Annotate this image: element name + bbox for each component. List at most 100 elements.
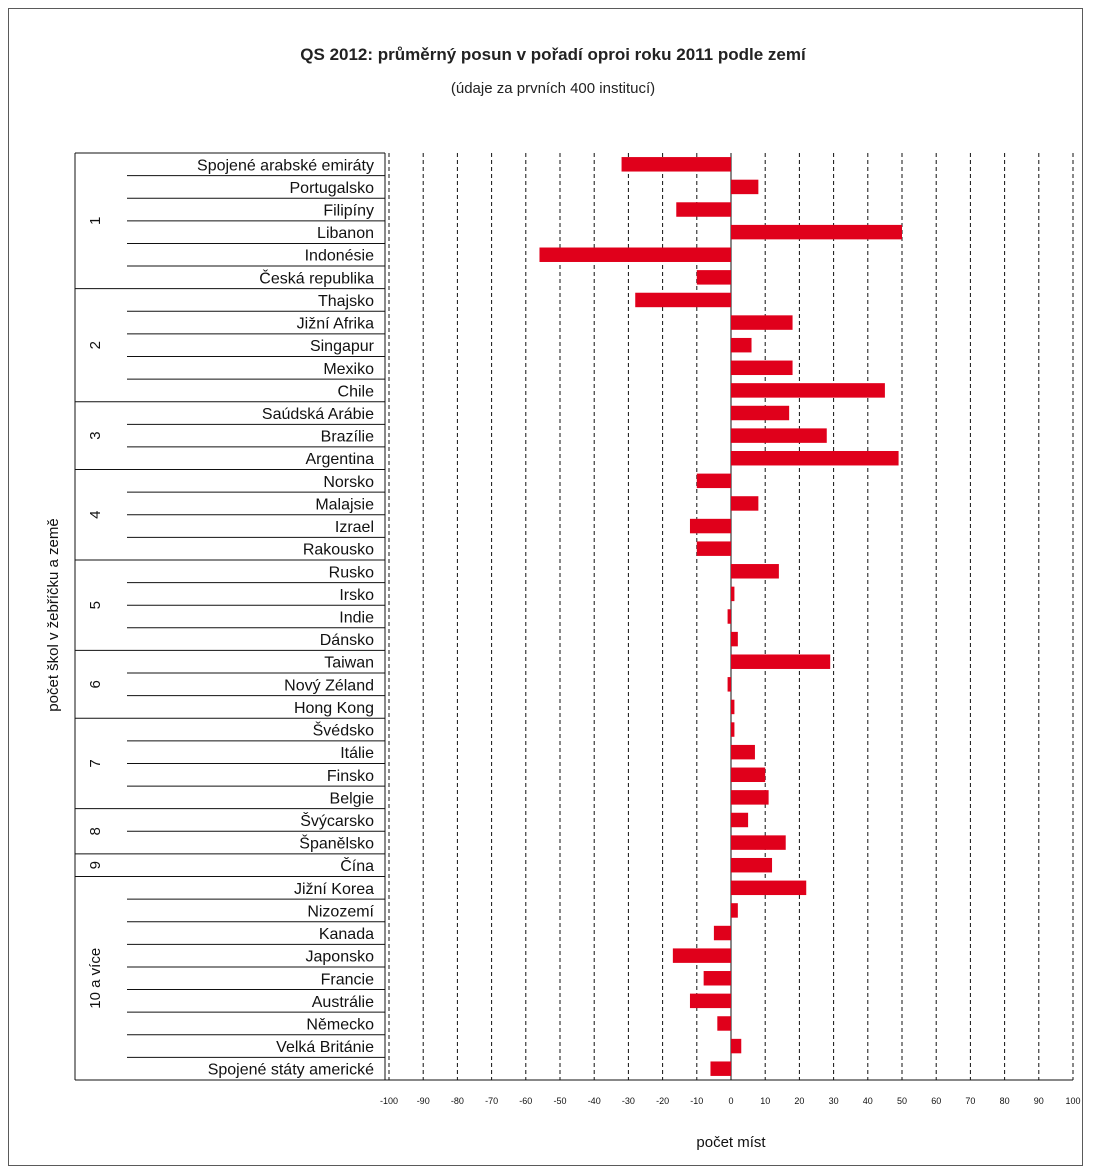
bar [731,224,902,240]
bar [703,971,731,986]
x-tick-label: 50 [897,1096,907,1106]
bar [672,948,731,963]
bar [731,767,766,783]
bar [731,1038,742,1054]
x-tick-label: -20 [656,1096,669,1106]
category-label: Dánsko [320,632,374,649]
x-tick-label: 40 [863,1096,873,1106]
x-tick-label: 90 [1034,1096,1044,1106]
category-label: Taiwan [324,655,374,672]
group-label: 6 [87,680,104,688]
category-label: Švýcarsko [300,811,374,830]
category-label: Nizozemí [307,903,374,920]
bar [731,405,790,421]
category-label: Německo [306,1016,374,1033]
category-label: Belgie [330,790,375,807]
x-tick-label: -30 [622,1096,635,1106]
category-label: Portugalsko [290,180,375,197]
bar [710,1061,731,1076]
x-tick-label: 30 [829,1096,839,1106]
bar [713,925,731,941]
x-tick-label: 10 [760,1096,770,1106]
bar [727,677,731,692]
bar [731,722,735,737]
bar [696,541,731,556]
category-label: Kanada [319,926,374,943]
category-label: Filipíny [323,203,374,220]
category-label: Čína [340,856,374,875]
category-label: Brazílie [321,429,374,446]
category-label: Malajsie [315,496,374,513]
category-label: Libanon [317,225,374,242]
bar [676,202,731,217]
x-tick-label: 0 [728,1096,733,1106]
group-label: 9 [87,861,104,869]
chart-title: QS 2012: průměrný posun v pořadí oproi r… [300,45,807,64]
category-label: Indie [339,610,374,627]
x-tick-labels: -100 -90 -80 -70 -60 -50 -40 -30 -20 -10 0 10 20 30 40… [380,1096,1081,1106]
group-label: 10 a více [87,948,104,1009]
group-label: 2 [87,341,104,349]
category-label: Švédsko [313,721,374,740]
category-label: Rusko [329,564,374,581]
x-tick-label: -80 [451,1096,464,1106]
bar [539,247,731,262]
bar [731,835,786,850]
bar [731,857,773,873]
category-label: Singapur [310,338,375,355]
bar [731,337,752,353]
bar [731,880,807,896]
category-label: Saúdská Arábie [262,406,374,423]
group-label: 1 [87,217,104,225]
bar [731,564,779,579]
category-label: Finsko [327,768,374,785]
x-tick-label: -90 [417,1096,430,1106]
bar [731,744,755,760]
bar [689,993,731,1009]
bar [731,586,735,602]
bar [635,292,731,308]
bar [727,609,731,624]
x-tick-label: -40 [588,1096,601,1106]
bar [696,270,731,285]
category-label: Japonsko [306,949,375,966]
group-labels: 1 2 3 4 5 6 7 8 9 10 a více [87,217,104,1009]
category-label: Rakousko [303,542,374,559]
bar [731,790,769,805]
x-tick-label: -100 [380,1096,398,1106]
category-label: Nový Zéland [284,677,374,694]
chart-frame [8,8,1083,1166]
bar [731,450,899,466]
x-tick-label: 60 [931,1096,941,1106]
bar [731,631,738,647]
group-label: 3 [87,431,104,439]
axis-structure [74,152,1073,1081]
x-tick-label: 20 [794,1096,804,1106]
bar-series [539,157,902,1076]
category-label: Irsko [339,587,374,604]
group-label: 5 [87,601,104,609]
category-label: Hong Kong [294,700,374,717]
bar [731,360,793,376]
category-label: Indonésie [305,248,374,265]
gridlines [388,153,1074,1080]
bar [731,428,827,443]
bar [731,812,749,828]
bar [717,1016,731,1031]
x-tick-label: -70 [485,1096,498,1106]
bar [731,903,738,918]
bar [696,473,731,489]
bar [731,315,793,330]
group-label: 8 [87,827,104,835]
category-label: Argentina [306,451,375,468]
group-label: 7 [87,759,104,767]
category-label: Jižní Afrika [297,316,374,333]
category-labels: Spojené arabské emiráty Portugalsko Filipí… [197,157,375,1078]
bar [731,496,759,511]
category-label: Spojené arabské emiráty [197,157,374,174]
category-label: Mexiko [323,361,374,378]
x-tick-label: -50 [553,1096,566,1106]
category-label: Itálie [340,745,374,762]
bar [731,383,885,398]
